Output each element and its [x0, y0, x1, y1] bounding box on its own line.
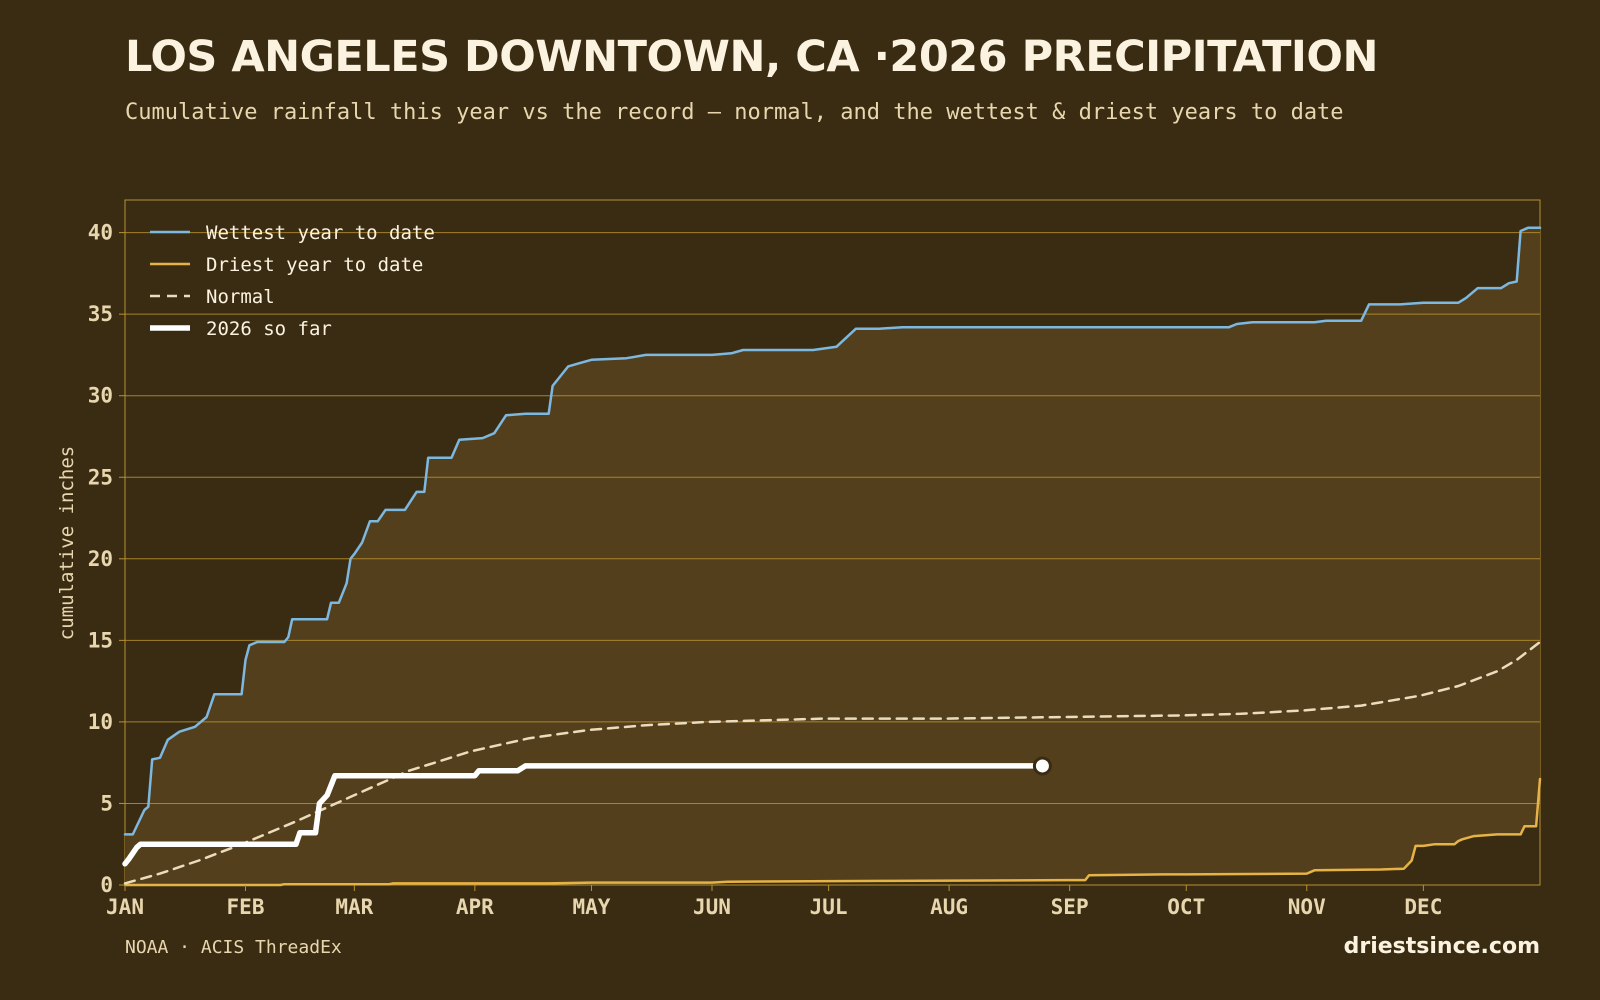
page-subtitle: Cumulative rainfall this year vs the rec…	[125, 100, 1344, 125]
x-tick-label: JUL	[810, 895, 848, 919]
chart-lines-layer	[122, 226, 1542, 887]
x-tick-label: OCT	[1167, 895, 1205, 919]
current-value-marker	[1032, 756, 1052, 776]
site-credit: driestsince.com	[1343, 934, 1540, 959]
record-range-band	[125, 227, 1540, 885]
y-tick-label: 15	[88, 628, 113, 652]
x-tick-label: MAR	[335, 895, 373, 919]
driest-line	[123, 777, 1542, 887]
x-tick-label: JUN	[693, 895, 731, 919]
y-axis-label: cumulative inches	[56, 446, 78, 640]
page-title: LOS ANGELES DOWNTOWN, CA ·2026 PRECIPITA…	[125, 32, 1378, 82]
y-tick-label: 30	[88, 384, 113, 408]
x-tick-label: DEC	[1404, 895, 1442, 919]
y-tick-label: 5	[100, 791, 113, 815]
x-tick-label: NOV	[1288, 895, 1326, 919]
legend-label: Wettest year to date	[206, 222, 435, 244]
data-source: NOAA · ACIS ThreadEx	[125, 937, 342, 958]
current-year-line	[122, 763, 1046, 867]
chart-legend: Wettest year to date Driest year to date N…	[150, 222, 435, 340]
chart-grid-layer	[125, 232, 1540, 804]
legend-label: Normal	[206, 286, 275, 308]
y-tick-label: 35	[88, 302, 113, 326]
x-tick-label: APR	[456, 895, 494, 919]
x-tick-label: JAN	[106, 895, 144, 919]
normal-line	[123, 640, 1542, 885]
wettest-line	[123, 226, 1542, 836]
x-tick-label: AUG	[930, 895, 968, 919]
y-tick-label: 40	[88, 221, 113, 245]
chart-fill-layer	[124, 199, 1541, 886]
y-tick-label: 20	[88, 547, 113, 571]
y-tick-label: 10	[88, 710, 113, 734]
x-tick-label: FEB	[227, 895, 265, 919]
legend-label: 2026 so far	[206, 318, 332, 340]
y-tick-label: 0	[100, 873, 113, 897]
x-tick-label: SEP	[1051, 895, 1089, 919]
legend-label: Driest year to date	[206, 254, 423, 276]
x-tick-label: MAY	[573, 895, 611, 919]
y-tick-label: 25	[88, 465, 113, 489]
chart-axes-layer: 0 5 10 15 20 25 30 35 40 JAN FEB MAR APR MAY JUN JUL AUG…	[88, 221, 1443, 919]
